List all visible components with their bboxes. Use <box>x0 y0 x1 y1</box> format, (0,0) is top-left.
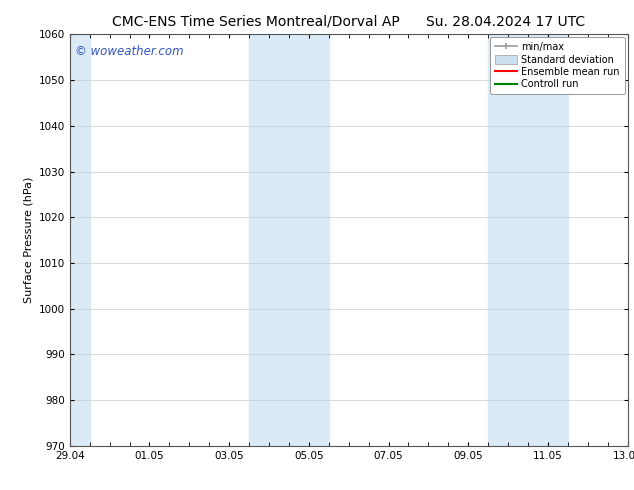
Bar <box>488 34 568 446</box>
Bar <box>70 34 89 446</box>
Title: CMC-ENS Time Series Montreal/Dorval AP      Su. 28.04.2024 17 UTC: CMC-ENS Time Series Montreal/Dorval AP S… <box>112 15 585 29</box>
Text: © woweather.com: © woweather.com <box>75 45 184 58</box>
Y-axis label: Surface Pressure (hPa): Surface Pressure (hPa) <box>23 177 33 303</box>
Legend: min/max, Standard deviation, Ensemble mean run, Controll run: min/max, Standard deviation, Ensemble me… <box>490 37 624 94</box>
Bar <box>249 34 329 446</box>
